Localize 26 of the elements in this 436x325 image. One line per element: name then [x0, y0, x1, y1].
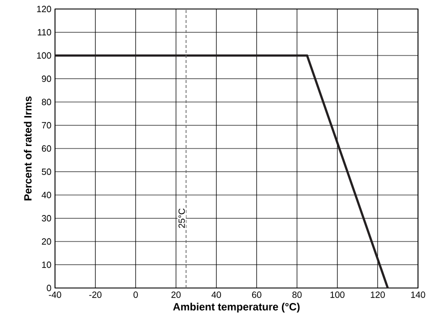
y-tick-label: 70 [42, 122, 52, 128]
y-tick-label: 100 [37, 52, 52, 59]
y-tick-label: 30 [42, 215, 52, 222]
y-tick-label: 10 [42, 262, 52, 268]
y-axis-title: Percent of rated Irms [24, 96, 32, 200]
y-tick-label: 120 [37, 6, 52, 12]
x-tick-label: -40 [48, 292, 62, 298]
x-tick-label: 80 [292, 292, 302, 298]
ref-line-label: 25°C [178, 208, 185, 228]
y-tick-label: 110 [38, 29, 52, 36]
x-tick-label: 140 [411, 292, 426, 298]
y-tick-label: 20 [42, 238, 52, 245]
x-tick-label: 100 [330, 292, 344, 298]
y-tick-label: 50 [42, 168, 52, 175]
x-tick-label: 20 [171, 292, 181, 298]
x-tick-label: -20 [89, 292, 102, 298]
y-tick-label: 40 [42, 192, 52, 198]
x-axis-title: Ambient temperature (°C) [173, 302, 300, 313]
x-tick-label: 120 [370, 292, 385, 298]
x-tick-label: 0 [134, 292, 138, 298]
y-tick-label: 80 [42, 98, 52, 106]
x-tick-label: 60 [252, 292, 262, 298]
y-tick-label: 0 [46, 284, 52, 292]
x-tick-label: 40 [212, 292, 221, 298]
y-tick-label: 90 [42, 76, 52, 82]
y-tick-label: 60 [42, 145, 52, 152]
